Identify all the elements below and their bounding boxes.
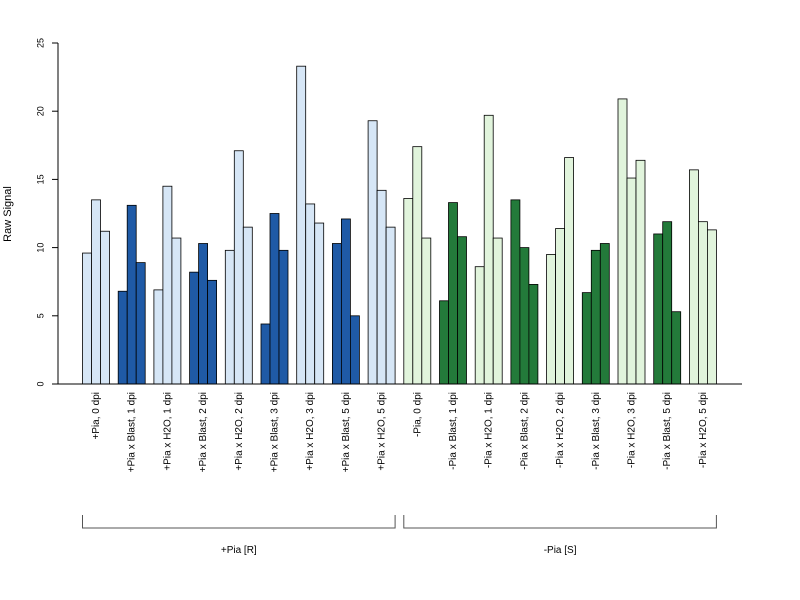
bar [439, 300, 449, 385]
bar [242, 226, 253, 385]
category-label: +Pia x H2O, 5 dpi [377, 392, 388, 471]
bar [653, 233, 664, 385]
bar [260, 323, 271, 385]
bar [528, 284, 539, 385]
bar [626, 177, 637, 385]
category-label: +Pia x Blast, 5 dpi [341, 392, 352, 472]
category-label: -Pia x Blast, 2 dpi [519, 392, 530, 470]
group-bracket [403, 515, 717, 529]
bar [635, 159, 646, 385]
bar [689, 169, 699, 385]
bar [617, 98, 628, 385]
bar [314, 222, 325, 385]
bar [474, 266, 485, 385]
bar [483, 114, 494, 385]
y-tick-label: 10 [35, 243, 45, 253]
bar [555, 228, 565, 385]
category-label: -Pia x Blast, 5 dpi [662, 392, 673, 470]
y-tick-label: 0 [35, 381, 45, 386]
category-label: +Pia x H2O, 2 dpi [234, 392, 245, 471]
bar [91, 199, 101, 385]
bar [233, 150, 244, 385]
bar [171, 237, 182, 385]
bar [100, 230, 110, 385]
y-tick-label: 20 [35, 106, 45, 116]
category-label: +Pia x Blast, 2 dpi [198, 392, 209, 472]
y-tick-label: 15 [35, 174, 45, 184]
category-label: +Pia x Blast, 3 dpi [270, 392, 281, 472]
bar [224, 249, 235, 385]
bar [564, 157, 574, 385]
bar [126, 204, 137, 385]
bar [412, 146, 423, 385]
bar [162, 185, 173, 385]
bar [305, 203, 316, 385]
category-label: +Pia x H2O, 1 dpi [162, 392, 173, 471]
category-label: -Pia x Blast, 3 dpi [591, 392, 602, 470]
group-brackets: +Pia [R] -Pia [S] [82, 515, 717, 556]
category-label: +Pia, 0 dpi [91, 392, 102, 440]
bar [269, 213, 280, 385]
category-labels: +Pia, 0 dpi +Pia x Blast, 1 dpi +Pia x H2O… [91, 392, 709, 472]
y-tick-label: 5 [35, 313, 45, 318]
bar [153, 289, 164, 385]
bar [189, 271, 200, 385]
bar [340, 218, 351, 385]
bar [457, 236, 467, 385]
bar [421, 237, 432, 385]
bar [82, 252, 92, 385]
bar [581, 292, 592, 385]
bar [278, 249, 289, 385]
bar [546, 254, 556, 385]
category-label: -Pia x Blast, 1 dpi [448, 392, 459, 470]
category-label: -Pia x H2O, 3 dpi [627, 392, 638, 468]
bar [448, 202, 458, 385]
y-axis: 0 5 10 15 20 25 [35, 38, 59, 387]
bar [698, 221, 708, 385]
bar [117, 290, 128, 385]
bar [198, 243, 209, 385]
bar [492, 237, 503, 385]
y-axis-title: Raw Signal [2, 186, 14, 242]
bar [349, 315, 360, 385]
category-label: +Pia x H2O, 3 dpi [305, 392, 316, 471]
bar [590, 249, 601, 385]
bar [662, 221, 673, 385]
bar [385, 226, 396, 385]
bar [403, 198, 414, 385]
bar [296, 65, 307, 385]
category-label: -Pia x H2O, 2 dpi [555, 392, 566, 468]
bar [510, 199, 521, 385]
bar [671, 311, 682, 385]
bars [82, 65, 717, 385]
category-label: -Pia x H2O, 1 dpi [484, 392, 495, 468]
category-label: +Pia x Blast, 1 dpi [127, 392, 138, 472]
bar [599, 243, 610, 385]
category-label: -Pia, 0 dpi [412, 392, 423, 437]
bar [519, 247, 530, 385]
bar [135, 262, 146, 385]
bar [207, 279, 218, 385]
bar [367, 120, 378, 385]
bar [376, 189, 387, 385]
group-bracket [82, 515, 396, 529]
y-tick-label: 25 [35, 38, 45, 48]
category-label: -Pia x H2O, 5 dpi [698, 392, 709, 468]
bar [707, 229, 717, 385]
group-label: +Pia [R] [221, 545, 257, 556]
group-label: -Pia [S] [544, 545, 577, 556]
bar [331, 243, 342, 385]
